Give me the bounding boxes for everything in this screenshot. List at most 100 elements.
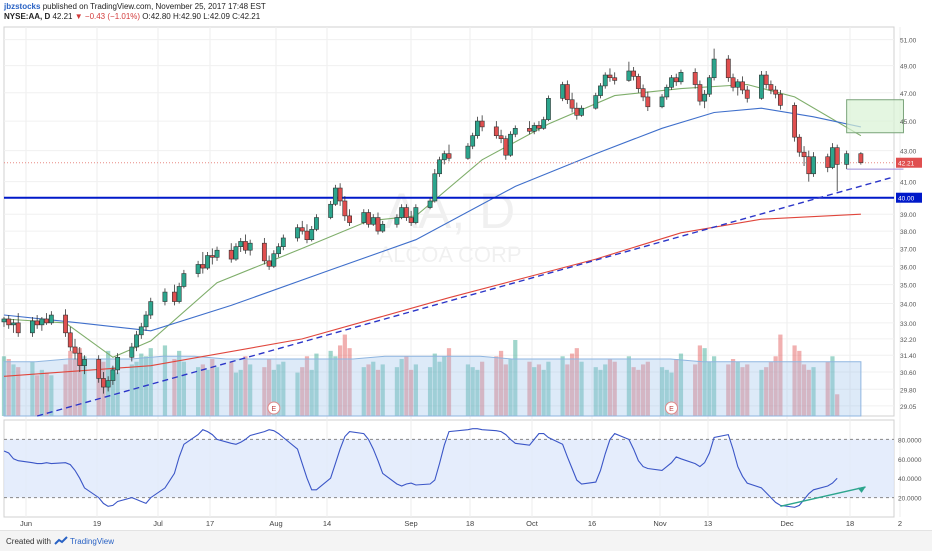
trendline[interactable] <box>36 176 895 417</box>
volume-bar <box>730 359 736 416</box>
candle-body <box>777 93 783 106</box>
candle-body <box>432 173 438 202</box>
candle <box>437 156 442 177</box>
candle <box>574 102 580 120</box>
candle <box>593 92 599 110</box>
volume-bar <box>726 364 731 416</box>
price-chart[interactable]: AA, D ALCOA CORP E E 20.0000 40.0000 60.000… <box>0 0 932 530</box>
y-tick-label: 36.00 <box>900 264 917 271</box>
volume-bar <box>309 369 314 416</box>
candle-body <box>96 359 102 379</box>
candle <box>706 75 712 97</box>
candle <box>678 69 684 85</box>
volume-bar <box>465 364 471 416</box>
candle <box>825 153 831 173</box>
candle <box>536 121 542 132</box>
earnings-marker <box>665 401 678 415</box>
candle-body <box>759 74 764 99</box>
candle <box>645 91 651 112</box>
volume-bar <box>281 361 286 416</box>
volume-bar <box>470 367 475 416</box>
x-tick-label: 19 <box>93 519 101 528</box>
candle-body <box>233 246 239 260</box>
candle <box>673 73 679 86</box>
volume-bar <box>115 372 120 416</box>
candle <box>725 55 731 82</box>
candle-body <box>143 314 149 328</box>
candle-body <box>280 237 286 247</box>
candle <box>427 197 433 210</box>
candle <box>664 84 670 100</box>
candle-body <box>711 58 717 79</box>
watermark-name: ALCOA CORP <box>378 242 521 267</box>
candle-body <box>702 93 708 102</box>
volume-bar <box>598 369 603 416</box>
candle <box>493 121 499 139</box>
candle <box>432 169 438 203</box>
volume-bar <box>541 369 546 416</box>
volume-bar <box>513 340 518 416</box>
candle-body <box>796 136 802 153</box>
candle-body <box>834 147 840 165</box>
candle <box>470 132 476 150</box>
candle <box>370 214 376 226</box>
volume-bar <box>778 334 783 416</box>
candle <box>546 95 551 122</box>
candle-body <box>205 255 210 269</box>
target-zone-box[interactable] <box>846 99 904 134</box>
volume-bar <box>248 364 253 416</box>
volume-bar <box>442 356 447 416</box>
candle-body <box>309 229 315 241</box>
candle <box>498 129 504 144</box>
candle-body <box>134 334 139 348</box>
volume-bar <box>498 350 504 416</box>
oscillator-tick-label: 80.0000 <box>898 437 922 444</box>
volume-bar <box>238 369 243 416</box>
candle-body <box>465 145 471 159</box>
candle <box>44 313 50 325</box>
candle <box>143 311 149 331</box>
y-tick-label: 41.00 <box>900 180 917 187</box>
candle <box>101 372 106 394</box>
author-link[interactable]: jbzstocks <box>4 2 41 11</box>
candle-body <box>640 88 646 98</box>
y-tick-label: 34.00 <box>900 301 917 308</box>
volume-bar <box>607 359 613 416</box>
candle <box>295 224 300 242</box>
volume-bar <box>129 364 134 416</box>
candle-body <box>527 128 532 132</box>
volume-bar <box>565 364 570 416</box>
candle <box>631 66 637 81</box>
volume-bar <box>569 353 575 416</box>
x-tick-label: 2 <box>898 519 902 528</box>
candle-body <box>635 76 641 89</box>
tradingview-brand[interactable]: TradingView <box>70 537 115 546</box>
candle-body <box>602 74 608 87</box>
candle <box>413 204 419 225</box>
volume-bar <box>437 361 442 416</box>
y-tick-label: 38.00 <box>900 229 917 236</box>
candle-body <box>740 81 745 91</box>
volume-bar <box>574 348 579 416</box>
candle-body <box>200 264 206 269</box>
divergence-arrow[interactable] <box>780 486 866 508</box>
x-tick-label: Sep <box>404 519 417 528</box>
candle <box>11 318 16 333</box>
volume-bar <box>801 364 807 416</box>
candle-body <box>394 217 400 225</box>
tradingview-logo-icon[interactable] <box>54 535 68 549</box>
volume-bar <box>39 369 44 416</box>
volume-bar <box>536 364 542 416</box>
volume-bar <box>338 345 343 416</box>
candle <box>479 115 485 132</box>
candle-body <box>531 125 537 132</box>
volume-bar <box>603 364 608 416</box>
volume-bar <box>475 369 480 416</box>
down-arrow-icon: ▼ <box>74 12 83 21</box>
arrow-head-icon <box>857 486 866 493</box>
candle-body <box>560 84 566 99</box>
volume-bar <box>342 334 347 416</box>
candle-body <box>664 86 670 98</box>
candle <box>129 342 135 362</box>
candle <box>200 251 206 274</box>
